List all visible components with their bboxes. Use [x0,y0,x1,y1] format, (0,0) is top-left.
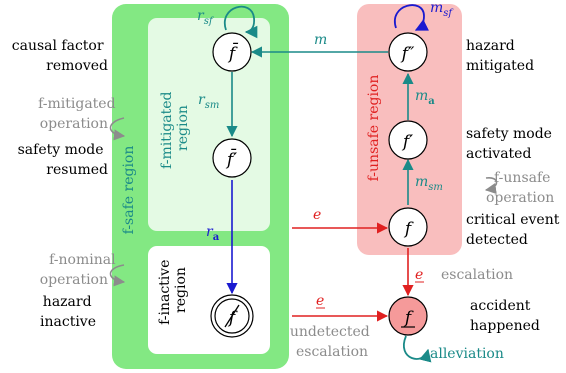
state-f-inactive: f [211,295,253,337]
critical-event-detected-annotation: critical event detected [466,212,564,248]
f-mitigated-operation-annotation: f-mitigated operation [38,96,120,132]
f-inactive-region-label-line-1: f-inactive [157,260,173,325]
state-f-prime: f′ [389,121,427,159]
safety-mode-resumed-annotation: safety mode resumed [18,142,108,178]
accident-happened-annotation: accident happened [470,298,540,334]
hazard-mitigated-annotation: hazard mitigated [466,38,534,74]
alleviation-label: alleviation [430,346,504,362]
alleviation-self-loop [404,336,428,359]
state-f-accident: f [389,297,427,335]
f-unsafe-operation-annotation: f-unsafe operation [486,170,555,206]
undetected-escalation-annotation: undetected escalation [290,324,374,360]
f-mitigated-region-label-line-2: region [175,105,191,151]
f-inactive-region-label-line-2: region [173,267,189,313]
safety-mode-activated-annotation: safety mode activated [466,126,556,162]
state-f: f [389,208,427,246]
state-f-prime-label: f′ [401,132,413,152]
f-unsafe-region-label: f-unsafe region [366,75,382,182]
m-label: m [314,32,327,48]
state-f-double-prime: f″ [389,33,427,71]
state-f-bar-prime-label: f̄′ [225,147,237,170]
state-f-bar: f̄ [213,33,251,71]
e-detected-label: e [313,207,321,223]
f-safe-region-label: f-safe region [121,146,137,235]
state-f-bar-prime: f̄′ [213,139,251,177]
e-escalation-label: e [415,267,423,283]
e-undetected-label: e [316,293,324,309]
hazard-inactive-annotation: hazard inactive [40,294,96,330]
f-nominal-operation-annotation: f-nominal operation [40,252,120,288]
state-f-double-prime-label: f″ [400,44,415,64]
causal-factor-removed-annotation: causal factor removed [12,38,108,74]
f-mitigated-region-label-line-1: f-mitigated [159,91,175,168]
escalation-annotation: escalation [441,267,513,283]
